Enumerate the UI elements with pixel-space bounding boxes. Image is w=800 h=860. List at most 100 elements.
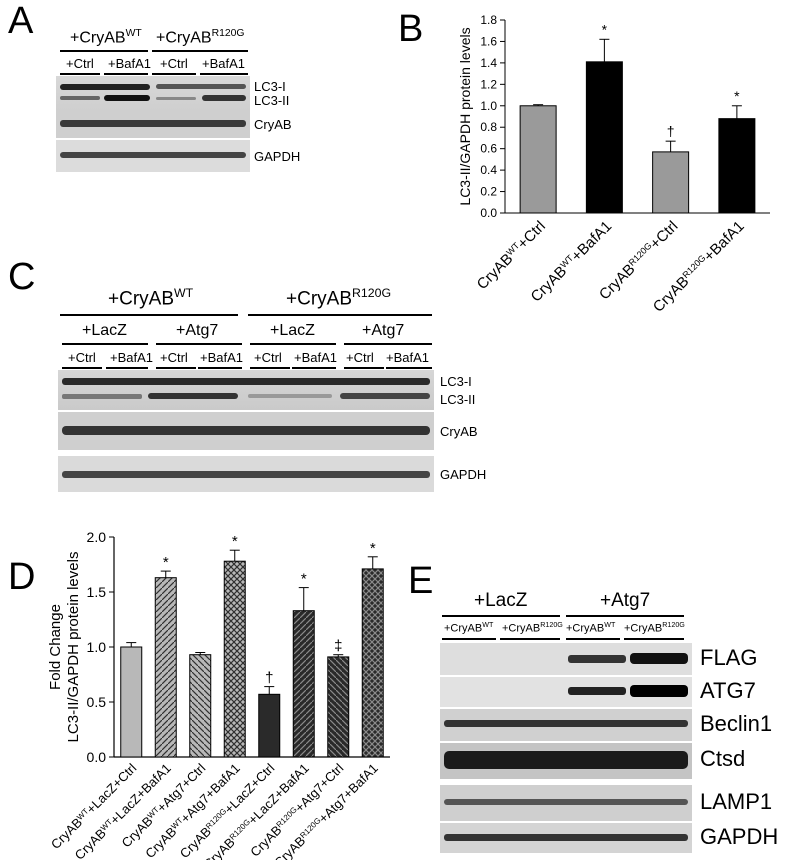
panel-label-b: B: [398, 8, 424, 50]
panel-a-treatment-label: +BafA1: [108, 56, 152, 71]
panel-c-vector-underline: [62, 343, 148, 345]
chart-d-x-tick-label: CryABR120G+Atg7+BafA1: [271, 761, 381, 860]
panel-e-row-label: LAMP1: [700, 789, 773, 814]
panel-a-treatment-underline: [152, 73, 196, 75]
panel-c-treatment-label: +BafA1: [386, 350, 430, 365]
chart-d-significance-marker: *: [163, 554, 169, 571]
chart-d-bar: [361, 568, 384, 758]
panel-c-treatment-label: +Ctrl: [160, 350, 188, 365]
panel-c-treatment-label: +BafA1: [200, 350, 244, 365]
panel-c-treatment-underline: [156, 367, 196, 369]
panel-a-row-label: GAPDH: [254, 149, 301, 164]
panel-c-treatment-label: +Ctrl: [68, 350, 96, 365]
panel-c-row-label: LC3-I: [440, 374, 472, 389]
chart-d-x-tick-label: CryABWT+LacZ+BafA1: [72, 761, 174, 860]
panel-label-e: E: [408, 560, 434, 602]
panel-c-vector-underline: [344, 343, 432, 345]
chart-d-y-axis-label: Fold Change: [47, 604, 64, 690]
panel-a-group-underline: [60, 50, 148, 52]
chart-b-y-tick-label: 0.6: [480, 142, 497, 156]
panel-c-treatment-underline: [344, 367, 384, 369]
panel-e-blot-atg7: [440, 677, 692, 707]
chart-b-y-tick-label: 1.8: [480, 13, 497, 27]
panel-label-c: C: [8, 256, 36, 298]
panel-e-vector-underline: [442, 615, 560, 617]
panel-e-blot-beclin1: [440, 709, 692, 741]
chart-b-y-tick-label: 1.0: [480, 99, 497, 113]
chart-d-x-tick-label: CryABR120G+LacZ+Ctrl: [177, 760, 278, 860]
chart-b-y-tick-label: 1.6: [480, 34, 497, 48]
chart-b-y-tick-label: 0.4: [480, 163, 497, 177]
panel-a-blot-gapdh: [56, 140, 250, 172]
panel-c-row-label: LC3-II: [440, 392, 476, 407]
chart-d-bar: [292, 610, 315, 758]
panel-c-vector-label: +LacZ: [270, 322, 315, 339]
panel-e-vector-label: +Atg7: [600, 590, 651, 611]
panel-c-treatment-underline: [386, 367, 432, 369]
panel-c-row-label: CryAB: [440, 424, 478, 439]
panel-c-vector-label: +Atg7: [176, 322, 219, 339]
chart-d-bar: [154, 577, 177, 758]
chart-b: 0.0 0.2 0.4 0.6 0.8 1.0 1.2 1.4 1.6 1.8 LC3-II/GAP…: [457, 13, 770, 316]
panel-e-group-label: +CryABWT: [566, 621, 616, 635]
chart-b-significance-marker: *: [734, 88, 740, 104]
panel-e-row-label: FLAG: [700, 645, 758, 670]
panel-a-group-underline: [152, 50, 248, 52]
chart-b-bar: [585, 61, 623, 214]
chart-b-bar: [718, 118, 756, 214]
panel-a-blot-lc3: [56, 76, 250, 110]
panel-e-row-label: Ctsd: [700, 746, 746, 771]
panel-c-vector-label: +Atg7: [362, 322, 405, 339]
panel-label-d: D: [8, 556, 36, 598]
panel-c-treatment-underline: [62, 367, 102, 369]
panel-a-blot-cryab: [56, 110, 250, 138]
chart-d-y-tick-label: 0.5: [87, 694, 107, 710]
panel-c-treatment-underline: [292, 367, 336, 369]
panel-c-vector-underline: [250, 343, 336, 345]
chart-b-bar: [519, 105, 557, 214]
chart-b-significance-marker: *: [602, 21, 608, 37]
panel-e-group-label: +CryABR120G: [624, 621, 685, 635]
panel-a-row-label: LC3-I: [254, 79, 286, 94]
panel-c-group-underline: [248, 314, 432, 316]
panel-e-row-label: Beclin1: [700, 711, 773, 736]
panel-a-treatment-underline: [60, 73, 100, 75]
chart-b-y-tick-label: 0.0: [480, 206, 497, 220]
panel-e-vector-underline: [566, 615, 684, 617]
panel-e-group-underline: [500, 638, 560, 640]
panel-e-group-underline: [624, 638, 684, 640]
chart-d-x-tick-label: CryABR120G+LacZ+BafA1: [201, 761, 312, 860]
panel-c-treatment-underline: [250, 367, 290, 369]
panel-label-a: A: [8, 0, 34, 42]
panel-e-group-underline: [442, 638, 496, 640]
chart-d-bar: [327, 656, 350, 758]
chart-d-y-tick-label: 1.5: [87, 584, 107, 600]
panel-e-blot-flag: [440, 643, 692, 675]
chart-b-y-axis-label: LC3-II/GAPDH protein levels: [457, 27, 473, 205]
panel-e-group-underline: [566, 638, 620, 640]
panel-a-row-label: CryAB: [254, 117, 292, 132]
panel-c-treatment-underline: [106, 367, 148, 369]
panel-c-row-label: GAPDH: [440, 467, 487, 482]
panel-a-group-r120g: +CryABR120G: [156, 28, 245, 47]
panel-c-vector-underline: [156, 343, 242, 345]
chart-d-x-tick-label: CryABWT+Atg7+BafA1: [142, 761, 243, 860]
panel-a-row-label: LC3-II: [254, 93, 290, 108]
chart-d-significance-marker: *: [370, 540, 376, 557]
chart-d-y-tick-label: 1.0: [87, 639, 107, 655]
chart-d-significance-marker: *: [232, 533, 238, 550]
chart-d-significance-marker: *: [301, 571, 307, 588]
panel-c-group-r120g: +CryABR120G: [286, 286, 392, 310]
panel-a-group-wt: +CryABWT: [70, 28, 142, 47]
panel-a-treatment-label: +Ctrl: [160, 56, 188, 71]
panel-c-treatment-label: +Ctrl: [254, 350, 282, 365]
panel-c-treatment-label: +BafA1: [294, 350, 338, 365]
panel-c-treatment-label: +BafA1: [110, 350, 154, 365]
panel-a-treatment-underline: [104, 73, 148, 75]
chart-b-bar: [652, 151, 690, 214]
panel-c-blot-lc3: [58, 370, 434, 410]
panel-c-treatment-underline: [198, 367, 242, 369]
chart-d-bar: [120, 646, 143, 758]
panel-a-treatment-label: +BafA1: [202, 56, 246, 71]
chart-d-y-tick-label: 0.0: [87, 749, 107, 765]
